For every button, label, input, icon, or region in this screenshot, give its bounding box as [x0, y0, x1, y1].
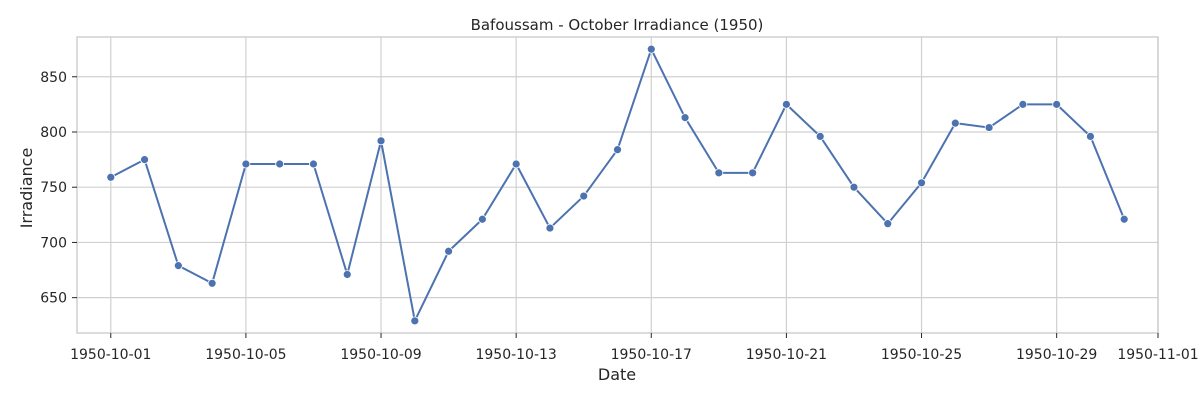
- data-point: [106, 172, 116, 182]
- chart-title: Bafoussam - October Irradiance (1950): [471, 16, 764, 34]
- data-point: [613, 145, 622, 155]
- x-tick-label: 1950-11-01: [1117, 347, 1198, 363]
- y-tick-label: 750: [40, 180, 67, 196]
- data-point: [984, 123, 994, 132]
- y-tick-label: 850: [40, 70, 67, 86]
- data-point: [680, 113, 690, 123]
- data-point: [1119, 214, 1129, 224]
- grid: [77, 37, 1159, 333]
- x-tick-label: 1950-10-13: [475, 347, 556, 363]
- y-tick-label: 800: [40, 125, 67, 141]
- data-point: [917, 178, 926, 188]
- data-point: [1086, 132, 1095, 141]
- data-point: [714, 168, 724, 178]
- data-point: [477, 214, 487, 224]
- data-point: [410, 316, 420, 326]
- data-point: [207, 278, 217, 288]
- x-tick-label: 1950-10-01: [70, 347, 151, 363]
- data-point: [444, 246, 453, 256]
- x-tick-label: 1950-10-25: [881, 347, 962, 363]
- x-tick-label: 1950-10-17: [611, 347, 692, 363]
- y-tick-label: 650: [40, 291, 67, 307]
- x-tick-label: 1950-10-29: [1016, 347, 1097, 363]
- y-tick-label: 700: [40, 235, 67, 251]
- data-point: [748, 168, 758, 178]
- data-point: [579, 191, 589, 201]
- data-point: [511, 159, 521, 169]
- plot-frame: [76, 36, 1159, 334]
- series-line: [110, 48, 1126, 322]
- x-axis-title: Date: [598, 365, 636, 384]
- data-point: [646, 44, 656, 54]
- data-points: [106, 44, 1129, 326]
- data-point: [140, 155, 149, 164]
- data-point: [950, 118, 960, 128]
- x-tick-label: 1950-10-09: [340, 347, 421, 363]
- data-point: [342, 270, 352, 279]
- data-point: [241, 159, 251, 169]
- data-point: [1018, 99, 1028, 109]
- data-point: [849, 182, 859, 192]
- data-point: [1052, 99, 1062, 109]
- data-point: [545, 223, 555, 233]
- data-point: [883, 219, 893, 229]
- y-axis: 650 700 750 800 850: [40, 70, 77, 307]
- x-tick-label: 1950-10-21: [746, 347, 827, 363]
- x-tick-label: 1950-10-05: [205, 347, 286, 363]
- y-axis-title: Irradiance: [17, 148, 36, 229]
- data-point: [376, 136, 386, 146]
- data-point: [309, 159, 318, 169]
- x-axis: 1950-10-01 1950-10-05 1950-10-09 1950-10-13…: [70, 333, 1199, 363]
- data-point: [782, 99, 791, 109]
- data-point: [815, 132, 825, 141]
- data-point: [173, 261, 183, 271]
- data-point: [275, 159, 285, 169]
